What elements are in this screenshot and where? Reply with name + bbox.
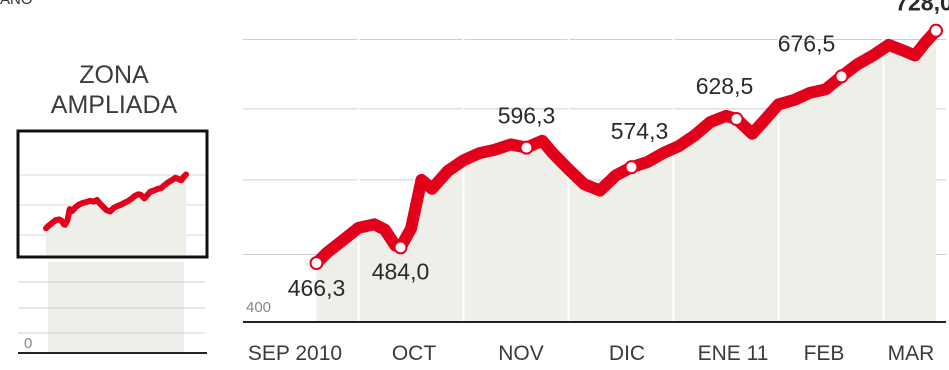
annotation-marker bbox=[393, 240, 408, 255]
inset-lower-area bbox=[48, 262, 184, 352]
inset-title-line1: ZONA bbox=[79, 61, 149, 89]
annotation-markers bbox=[309, 23, 943, 271]
x-tick-label: DIC bbox=[609, 342, 645, 365]
annotation-marker bbox=[624, 160, 639, 175]
annotation-marker bbox=[309, 256, 324, 271]
annotation-marker bbox=[519, 140, 534, 155]
inset-zero-label: 0 bbox=[24, 335, 32, 352]
inset-title-line2: AMPLIADA bbox=[51, 91, 178, 119]
annotation-marker bbox=[834, 69, 849, 84]
x-tick-label: OCT bbox=[392, 342, 437, 365]
x-axis-tick-labels: SEP 2010 OCT NOV DIC ENE 11 FEB MAR bbox=[248, 342, 934, 365]
x-tick-label: FEB bbox=[804, 342, 845, 365]
annotation-marker bbox=[729, 112, 744, 127]
annotation-label: 574,3 bbox=[611, 118, 669, 144]
inset-box-border bbox=[16, 129, 209, 259]
top-left-fragment: AÑO bbox=[0, 0, 33, 8]
annotation-label: 484,0 bbox=[372, 258, 430, 284]
annotation-labels: 466,3 484,0 596,3 574,3 628,5 676,5 728,0 bbox=[288, 0, 949, 301]
y-tick-label-400: 400 bbox=[246, 299, 271, 316]
annotation-label: 676,5 bbox=[778, 30, 836, 56]
x-tick-label: ENE 11 bbox=[698, 342, 769, 365]
x-tick-label: SEP 2010 bbox=[248, 342, 342, 365]
annotation-label: 596,3 bbox=[498, 103, 556, 129]
annotation-label: 628,5 bbox=[696, 73, 754, 99]
annotation-marker bbox=[929, 23, 943, 38]
inset-series-line bbox=[43, 171, 189, 232]
annotation-label: 466,3 bbox=[288, 275, 346, 301]
x-tick-label: MAR bbox=[888, 342, 935, 365]
x-tick-label: NOV bbox=[498, 342, 544, 365]
annotation-label: 728,0 bbox=[895, 0, 949, 16]
inset-plot bbox=[20, 171, 205, 255]
inset-zoom-panel: ZONA AMPLIADA 0 bbox=[16, 61, 209, 354]
